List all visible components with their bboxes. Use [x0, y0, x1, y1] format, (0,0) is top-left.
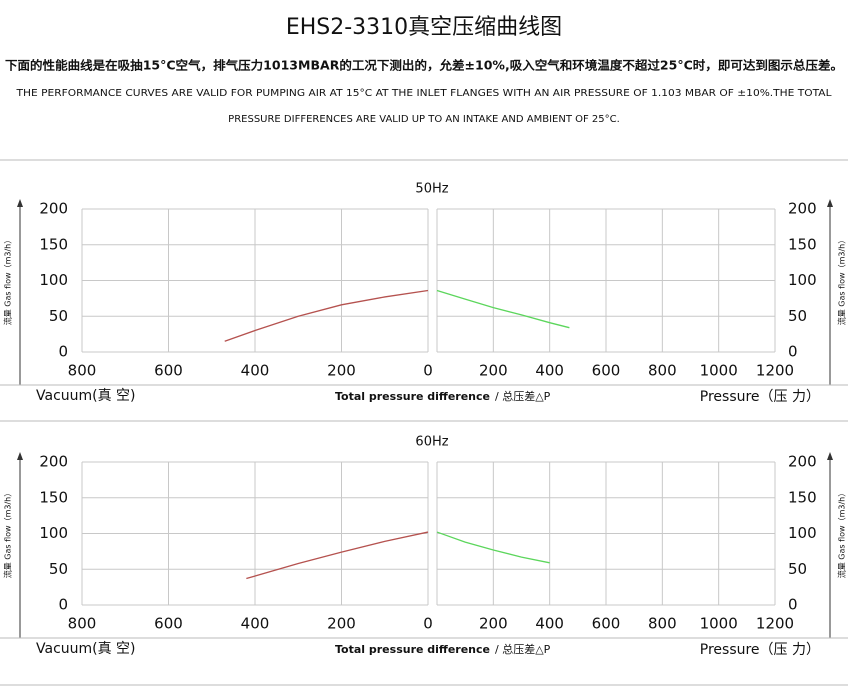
- x-tick-label: 400: [535, 615, 564, 633]
- note-cn: 下面的性能曲线是在吸抽15°C空气，排气压力1013MBAR的工况下测出的，允差…: [5, 58, 843, 73]
- x-tick-label: 400: [535, 362, 564, 380]
- chart-title: 60Hz: [415, 435, 448, 450]
- y-axis-label: 流量 Gas flow（m3/h）: [3, 236, 13, 325]
- x-tick-label: 800: [648, 362, 677, 380]
- note-en: PRESSURE DIFFERENCES ARE VALID UP TO AN …: [228, 114, 620, 125]
- chart-title: 50Hz: [415, 182, 448, 197]
- vacuum-label: Vacuum(真 空): [36, 388, 136, 404]
- x-tick-label: 200: [327, 615, 356, 633]
- y2-tick-label: 0: [788, 343, 798, 361]
- y2-tick-label: 100: [788, 271, 817, 289]
- pressure-label: Pressure（压 力）: [700, 389, 820, 405]
- axis-arrow: [827, 452, 833, 460]
- x-tick-label: 600: [592, 615, 621, 633]
- x-tick-label: 800: [648, 615, 677, 633]
- x-tick-label: 600: [154, 615, 183, 633]
- y-tick-label: 150: [39, 488, 68, 506]
- y-axis-label: 流量 Gas flow（m3/h）: [837, 236, 847, 325]
- data-line: [224, 289, 429, 342]
- y-tick-label: 0: [58, 343, 68, 361]
- y-tick-label: 100: [39, 524, 68, 542]
- y-tick-label: 0: [58, 596, 68, 614]
- x-tick-label: 200: [479, 362, 508, 380]
- x-tick-label: 600: [592, 362, 621, 380]
- x-tick-label: 1200: [756, 615, 794, 633]
- y-tick-label: 200: [39, 453, 68, 471]
- x-axis-label: Total pressure difference: [335, 390, 490, 403]
- x-tick-label: 400: [241, 615, 270, 633]
- x-axis-label-cn: / 总压差△P: [495, 389, 551, 403]
- y2-tick-label: 0: [788, 596, 798, 614]
- y-axis-label: 流量 Gas flow（m3/h）: [837, 489, 847, 578]
- y2-tick-label: 150: [788, 235, 817, 253]
- y2-tick-label: 50: [788, 560, 807, 578]
- y-tick-label: 50: [49, 560, 68, 578]
- x-tick-label: 1000: [700, 362, 738, 380]
- data-line: [246, 531, 429, 580]
- x-tick-label: 800: [68, 362, 97, 380]
- x-tick-label: 0: [423, 615, 433, 633]
- x-tick-label: 0: [423, 362, 433, 380]
- pressure-label: Pressure（压 力）: [700, 642, 820, 658]
- y-tick-label: 150: [39, 235, 68, 253]
- x-tick-label: 200: [479, 615, 508, 633]
- page-title: EHS2-3310真空压缩曲线图: [286, 15, 562, 40]
- data-line: [436, 289, 570, 329]
- y-tick-label: 50: [49, 307, 68, 325]
- y2-tick-label: 200: [788, 200, 817, 218]
- axis-arrow: [17, 199, 23, 207]
- x-tick-label: 200: [327, 362, 356, 380]
- data-line: [436, 531, 550, 564]
- y2-tick-label: 50: [788, 307, 807, 325]
- y-tick-label: 100: [39, 271, 68, 289]
- x-tick-label: 1200: [756, 362, 794, 380]
- x-axis-label: Total pressure difference: [335, 643, 490, 656]
- axis-arrow: [17, 452, 23, 460]
- note-en: THE PERFORMANCE CURVES ARE VALID FOR PUM…: [15, 88, 832, 99]
- y2-tick-label: 200: [788, 453, 817, 471]
- x-tick-label: 400: [241, 362, 270, 380]
- axis-arrow: [827, 199, 833, 207]
- y2-tick-label: 150: [788, 488, 817, 506]
- x-axis-label-cn: / 总压差△P: [495, 642, 551, 656]
- x-tick-label: 800: [68, 615, 97, 633]
- vacuum-label: Vacuum(真 空): [36, 641, 136, 657]
- y-tick-label: 200: [39, 200, 68, 218]
- x-tick-label: 600: [154, 362, 183, 380]
- y2-tick-label: 100: [788, 524, 817, 542]
- x-tick-label: 1000: [700, 615, 738, 633]
- y-axis-label: 流量 Gas flow（m3/h）: [3, 489, 13, 578]
